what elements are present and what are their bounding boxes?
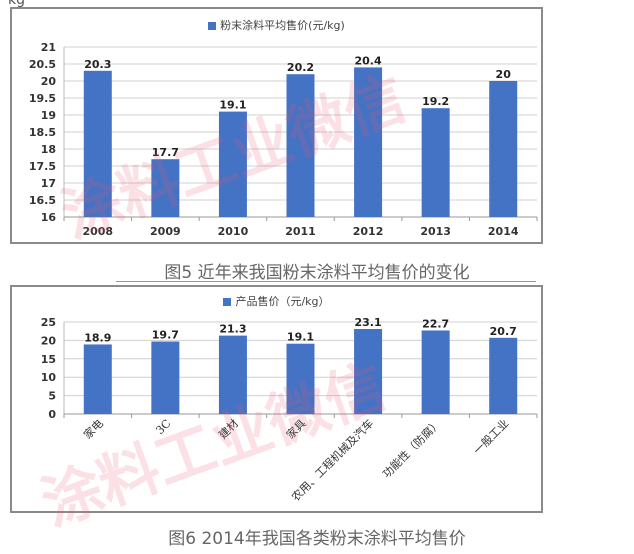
- chart1-legend: 粉末涂料平均售价(元/kg): [12, 17, 541, 33]
- x-tick-label: 一般工业: [471, 417, 511, 457]
- bar-value-label: 17.7: [152, 146, 179, 159]
- caption-divider: [116, 281, 536, 282]
- chart2-plot: 051015202518.9家电19.73C21.3建材19.1家具23.1农用…: [41, 316, 538, 504]
- y-tick-label: 17: [41, 177, 56, 190]
- figure5-caption: 图5 近年来我国粉末涂料平均售价的变化: [164, 263, 470, 283]
- chart-avg-price-by-year: 粉末涂料平均售价(元/kg) 16 16.5 17 17.5 18 18.5 19 19.5 2…: [10, 7, 543, 252]
- bar: [354, 328, 383, 414]
- y-tick-label: 17.5: [29, 160, 56, 173]
- bar: [489, 81, 518, 217]
- bar-value-label: 19.7: [152, 329, 179, 342]
- y-tick-label: 15: [41, 353, 56, 366]
- y-tick-label: 20: [41, 334, 57, 347]
- figure6-caption: 图6 2014年我国各类粉末涂料平均售价: [168, 529, 466, 549]
- bar: [421, 108, 450, 217]
- x-tick-label: 建材: [216, 416, 241, 441]
- x-tick-label: 2009: [150, 225, 181, 238]
- y-tick-label: 18: [41, 143, 56, 156]
- y-tick-label: 5: [48, 390, 56, 403]
- x-tick-label: 功能性（防腐）: [379, 416, 443, 480]
- y-tick-label: 16.5: [29, 194, 56, 207]
- y-tick-label: 25: [41, 316, 56, 329]
- x-tick-label: 家电: [80, 416, 105, 441]
- bar: [286, 74, 315, 217]
- y-tick-label: 20: [41, 75, 57, 88]
- bar-value-label: 20: [496, 68, 512, 81]
- bar-value-label: 18.9: [84, 331, 111, 344]
- x-tick-label: 家具: [283, 416, 308, 441]
- legend-swatch-icon: [223, 298, 232, 306]
- x-tick-label: 2010: [218, 225, 249, 238]
- bar: [83, 70, 112, 217]
- bar-value-label: 23.1: [355, 316, 382, 329]
- y-tick-label: 20.5: [29, 58, 56, 71]
- y-tick-label: 16: [41, 211, 57, 224]
- bar: [421, 330, 450, 414]
- bar: [489, 337, 518, 414]
- bar: [151, 159, 180, 217]
- bar-value-label: 20.7: [490, 325, 517, 338]
- x-tick-label: 2012: [353, 225, 384, 238]
- top-text-fragment: kg: [8, 0, 25, 8]
- bar: [83, 344, 112, 414]
- chart2-legend-label: 产品售价（元/kg）: [235, 295, 330, 308]
- y-tick-label: 19: [41, 109, 56, 122]
- bar-value-label: 20.3: [84, 58, 111, 71]
- bar-value-label: 22.7: [422, 317, 449, 330]
- x-tick-label: 2013: [420, 225, 451, 238]
- y-tick-label: 18.5: [29, 126, 56, 139]
- bar: [354, 67, 383, 218]
- bar-value-label: 20.4: [355, 54, 382, 67]
- chart1-legend-label: 粉末涂料平均售价(元/kg): [220, 19, 345, 32]
- bar: [218, 335, 247, 414]
- y-tick-label: 19.5: [29, 92, 56, 105]
- x-tick-label: 2008: [82, 225, 113, 238]
- y-tick-label: 21: [41, 41, 56, 54]
- y-tick-label: 0: [48, 408, 56, 421]
- bar-value-label: 19.1: [287, 331, 314, 344]
- y-tick-label: 10: [41, 371, 57, 384]
- bar-value-label: 21.3: [219, 323, 246, 336]
- bar-value-label: 19.2: [422, 95, 449, 108]
- legend-swatch-icon: [208, 22, 217, 30]
- x-tick-label: 2011: [285, 225, 316, 238]
- x-tick-label: 3C: [153, 417, 173, 437]
- bar: [286, 343, 315, 414]
- bar-value-label: 19.1: [219, 99, 246, 112]
- bar: [151, 341, 180, 414]
- x-tick-label: 2014: [488, 225, 519, 238]
- chart1-plot: 16 16.5 17 17.5 18 18.5 19 19.5 20 20.5 21 20.3 2008…: [29, 41, 538, 238]
- chart2-legend: 产品售价（元/kg）: [12, 293, 541, 309]
- chart-avg-price-by-category: 产品售价（元/kg） 0 5 10 15 20 25 18.9 家电 19.7 3C 21.3 建材 1…: [10, 285, 543, 540]
- bar-value-label: 20.2: [287, 61, 314, 74]
- bar: [218, 111, 247, 217]
